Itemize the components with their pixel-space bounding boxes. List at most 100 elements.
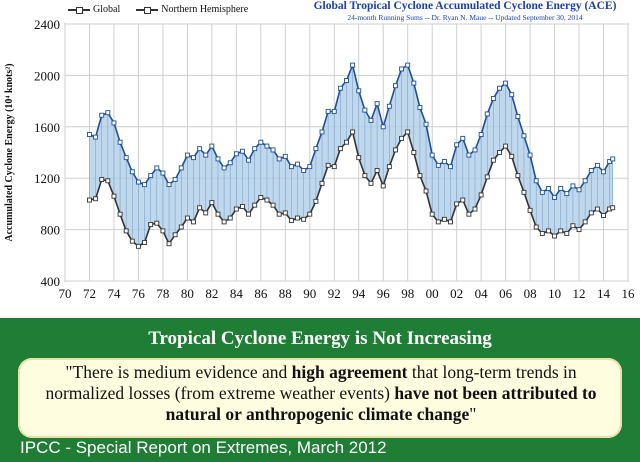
global-point: [576, 187, 582, 193]
global-point: [325, 108, 331, 114]
global-point: [503, 80, 509, 86]
nh-point: [209, 200, 215, 206]
nh-point: [545, 228, 551, 234]
global-point: [497, 85, 502, 91]
global-point: [423, 121, 429, 127]
nh-point: [344, 139, 349, 145]
x-tick-label: 98: [401, 286, 414, 301]
nh-point: [610, 205, 616, 211]
nh-point: [466, 211, 472, 217]
nh-point: [515, 173, 521, 179]
global-point: [154, 165, 160, 171]
y-tick-label: 1200: [34, 171, 60, 186]
chart-title-block: Global Tropical Cyclone Accumulated Cycl…: [300, 0, 630, 22]
global-point: [570, 183, 576, 189]
global-point: [129, 169, 135, 175]
nh-point: [215, 211, 221, 217]
nh-point: [258, 195, 264, 200]
x-tick-label: 12: [573, 286, 586, 301]
nh-point: [527, 207, 533, 213]
x-tick-label: 06: [499, 286, 513, 301]
banner-headline: Tropical Cyclone Energy is Not Increasin…: [148, 328, 492, 349]
nh-point: [301, 216, 307, 222]
y-tick-label: 2400: [34, 17, 60, 32]
nh-point: [405, 129, 411, 135]
x-tick-label: 76: [132, 286, 146, 301]
x-tick-label: 02: [450, 286, 463, 301]
global-point: [588, 168, 594, 173]
nh-point: [264, 197, 270, 203]
global-point: [405, 62, 411, 68]
nh-point: [319, 180, 325, 186]
global-point: [209, 143, 215, 149]
nh-point: [184, 215, 190, 221]
nh-point: [331, 164, 337, 170]
global-point: [527, 152, 533, 158]
global-point: [93, 134, 99, 140]
x-tick-label: 92: [328, 286, 341, 301]
nh-point: [576, 227, 582, 233]
global-point: [515, 114, 521, 119]
x-tick-label: 16: [622, 286, 636, 301]
nh-point: [135, 243, 141, 249]
global-point: [184, 152, 190, 158]
nh-point: [233, 206, 239, 212]
x-tick-label: 10: [548, 286, 561, 301]
global-point: [197, 146, 203, 152]
global-point: [429, 152, 435, 158]
global-point: [301, 168, 307, 173]
nh-point: [552, 233, 558, 239]
nh-point: [411, 150, 417, 155]
x-tick-label: 86: [254, 286, 268, 301]
quote-box: "There is medium evidence and high agree…: [18, 358, 622, 438]
nh-point: [337, 146, 343, 152]
quote-bold-2: have not been attributed to natural or a…: [165, 383, 597, 424]
global-point: [246, 157, 252, 163]
global-point: [344, 78, 349, 83]
nh-point: [87, 197, 92, 203]
nh-point: [123, 228, 129, 234]
chart-area: 400 800 1200 1600 2000 2400 70 72 74 76 78 80 82 84 86…: [4, 0, 636, 301]
global-point: [264, 143, 270, 149]
global-point: [319, 129, 325, 135]
nh-point: [386, 164, 392, 170]
nh-point: [393, 147, 398, 153]
nh-point: [160, 228, 166, 234]
global-point: [160, 170, 166, 176]
y-tick-label: 1600: [34, 120, 60, 135]
y-tick-label: 800: [41, 223, 61, 238]
nh-point: [539, 231, 545, 236]
global-point: [215, 156, 221, 162]
global-point: [117, 139, 123, 145]
legend-global-label: Global: [93, 4, 121, 15]
global-point: [417, 105, 423, 110]
nh-point: [325, 162, 331, 168]
nh-point: [503, 143, 509, 149]
nh-point: [521, 189, 527, 195]
global-point: [362, 107, 368, 113]
x-tick-label: 04: [475, 286, 489, 301]
global-point: [393, 83, 398, 89]
global-point: [478, 132, 484, 137]
global-point: [380, 124, 386, 130]
global-point: [399, 66, 405, 72]
global-point: [368, 117, 374, 123]
legend-global: Global: [68, 4, 120, 15]
nh-point: [368, 180, 374, 186]
x-tick-label: 14: [597, 286, 611, 301]
ipcc-quote: "There is medium evidence and high agree…: [26, 362, 616, 425]
x-tick-label: 88: [279, 286, 292, 301]
x-tick-label: 90: [303, 286, 316, 301]
nh-point: [221, 219, 227, 225]
global-point: [411, 80, 417, 86]
nh-point: [246, 211, 252, 217]
nh-point: [129, 238, 135, 244]
x-tick-label: 08: [524, 286, 537, 301]
quote-source: IPCC - Special Report on Extremes, March…: [20, 438, 387, 457]
nh-point: [350, 129, 356, 135]
global-point: [282, 153, 288, 159]
global-point: [466, 152, 472, 158]
global-point: [258, 139, 264, 145]
nh-point: [490, 157, 496, 163]
global-point: [454, 142, 460, 148]
